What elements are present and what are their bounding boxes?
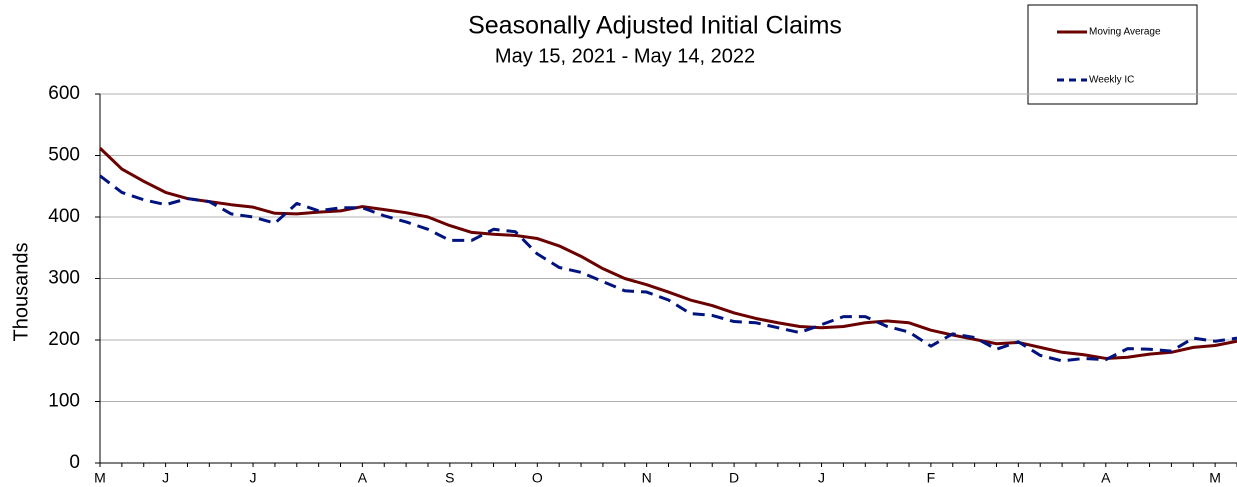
x-tick-label: J — [818, 470, 825, 486]
chart-title: Seasonally Adjusted Initial Claims — [468, 12, 842, 40]
x-tick-label: J — [162, 470, 169, 486]
x-tick-label: O — [532, 470, 543, 486]
y-tick-label: 300 — [48, 268, 80, 289]
legend-label: Moving Average — [1089, 27, 1161, 38]
x-tick-label: A — [358, 470, 368, 486]
data-line — [99, 174, 1237, 363]
legend-label: Weekly IC — [1089, 75, 1134, 86]
y-tick-label: 600 — [48, 83, 80, 104]
y-axis-label: Thousands — [10, 243, 32, 342]
data-line — [98, 147, 1237, 360]
y-tick-label: 500 — [48, 145, 80, 166]
x-tick-label: F — [927, 470, 936, 486]
legend-box — [1027, 4, 1198, 105]
x-tick-label: N — [642, 470, 652, 486]
x-tick-label: D — [729, 470, 739, 486]
y-tick-label: 200 — [48, 329, 80, 350]
x-tick-label: M — [94, 470, 106, 486]
x-tick-label: A — [1101, 470, 1111, 486]
y-tick-label: 400 — [48, 206, 80, 227]
x-tick-label: J — [250, 470, 257, 486]
y-tick-label: 100 — [48, 391, 80, 412]
x-tick-label: M — [1209, 470, 1221, 486]
chart-subtitle: May 15, 2021 - May 14, 2022 — [495, 45, 755, 67]
y-tick-label: 0 — [69, 452, 80, 473]
x-tick-label: S — [445, 470, 454, 486]
x-tick-label: M — [1013, 470, 1025, 486]
